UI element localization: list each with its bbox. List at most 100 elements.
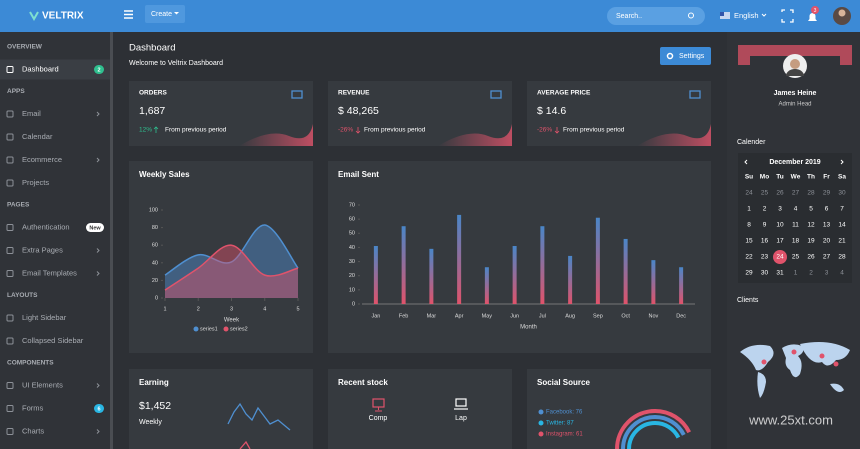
x-tick-label: 3 bbox=[230, 306, 233, 312]
badge-text: 6 bbox=[97, 406, 100, 412]
calendar-day: 4 bbox=[794, 206, 798, 213]
stat-wave bbox=[438, 124, 512, 146]
x-tick-label: Mar bbox=[427, 313, 437, 319]
calendar-day: 25 bbox=[761, 190, 769, 197]
settings-label: Settings bbox=[679, 53, 705, 60]
calendar-day: 14 bbox=[838, 222, 846, 229]
y-tick-label: 50 bbox=[349, 231, 355, 237]
legend-dot bbox=[538, 420, 544, 426]
bar bbox=[401, 226, 406, 304]
legend-dot bbox=[538, 431, 544, 437]
social-arc bbox=[627, 420, 681, 449]
menu-icon bbox=[6, 224, 14, 231]
badge-text: 2 bbox=[97, 67, 100, 73]
stat-note: From previous period bbox=[364, 127, 426, 134]
calendar-day: 13 bbox=[823, 222, 831, 229]
settings-button[interactable] bbox=[660, 47, 711, 65]
calendar-next bbox=[840, 159, 844, 165]
calendar-day: 10 bbox=[776, 222, 784, 229]
flag-canton bbox=[720, 12, 724, 16]
bell-icon[interactable] bbox=[808, 13, 817, 21]
sidebar-item: Email Templates bbox=[22, 268, 77, 277]
bar bbox=[540, 226, 545, 304]
profile-face bbox=[790, 59, 800, 69]
scrollbar bbox=[110, 32, 113, 449]
page-subtitle: Welcome to Veltrix Dashboard bbox=[129, 60, 223, 67]
x-axis-label: Week bbox=[224, 318, 240, 324]
calendar-day: 30 bbox=[761, 270, 769, 277]
calendar-day: 1 bbox=[747, 206, 751, 213]
stat-value: $ 48,265 bbox=[338, 105, 379, 117]
menu-icon bbox=[6, 382, 14, 389]
watermark: www.25xt.com bbox=[748, 412, 833, 427]
submenu-arrow bbox=[96, 271, 100, 276]
sparkline bbox=[239, 440, 251, 449]
stat-label: ORDERS bbox=[139, 90, 167, 97]
create-button[interactable] bbox=[145, 5, 185, 23]
submenu-arrow bbox=[96, 157, 100, 163]
y-tick-label: 10 bbox=[349, 287, 355, 293]
card-title: Recent stock bbox=[338, 378, 388, 387]
stat-change: 12% bbox=[139, 127, 152, 134]
stock-label: Lap bbox=[455, 415, 467, 422]
calendar-day: 7 bbox=[840, 206, 844, 213]
stat-label: REVENUE bbox=[338, 90, 370, 97]
card bbox=[129, 369, 313, 449]
x-tick-label: Apr bbox=[455, 313, 464, 319]
calendar-day: 26 bbox=[807, 254, 815, 261]
x-tick-label: 2 bbox=[197, 306, 200, 312]
x-tick-label: Aug bbox=[565, 313, 575, 319]
sidebar-item: Extra Pages bbox=[22, 245, 63, 254]
menu-icon bbox=[6, 247, 14, 254]
bar bbox=[373, 246, 378, 304]
menu-icon bbox=[6, 66, 14, 73]
sparkline bbox=[227, 402, 291, 431]
calendar-day: 3 bbox=[778, 206, 782, 213]
panel-title: Clients bbox=[737, 297, 759, 304]
calendar-day: 11 bbox=[792, 222, 799, 229]
x-tick-label: 1 bbox=[163, 306, 166, 312]
y-tick-label: 40 bbox=[152, 260, 158, 266]
calendar-day: 6 bbox=[825, 206, 829, 213]
sidebar-item: UI Elements bbox=[22, 380, 63, 389]
stat-icon bbox=[291, 90, 303, 99]
fullscreen-icon[interactable] bbox=[781, 9, 794, 23]
x-tick-label: Jul bbox=[539, 313, 546, 319]
stat-note: From previous period bbox=[563, 127, 625, 134]
y-tick-label: 80 bbox=[152, 225, 158, 231]
map-markers bbox=[761, 349, 839, 367]
chart-title: Email Sent bbox=[338, 170, 379, 179]
bar bbox=[429, 248, 434, 304]
menu-toggle[interactable] bbox=[124, 10, 133, 19]
x-tick-label: Jun bbox=[510, 313, 519, 319]
legend-label: series1 bbox=[200, 326, 218, 332]
badge bbox=[94, 65, 104, 74]
line bbox=[164, 224, 299, 276]
search-placeholder: Search.. bbox=[616, 13, 642, 20]
weekday: Th bbox=[807, 174, 815, 181]
page-title: Dashboard bbox=[129, 43, 175, 54]
sidebar-item: Forms bbox=[22, 403, 43, 412]
y-tick-label: 30 bbox=[349, 259, 355, 265]
calendar-day: 21 bbox=[838, 238, 846, 245]
legend-dot bbox=[538, 409, 544, 415]
menu-icon bbox=[6, 156, 14, 164]
y-tick-label: 40 bbox=[349, 245, 355, 251]
menu-icon bbox=[6, 179, 14, 187]
calendar-day: 30 bbox=[838, 190, 846, 197]
submenu-arrow bbox=[96, 248, 100, 253]
stock-label: Comp bbox=[369, 415, 388, 422]
sidebar-item: Charts bbox=[22, 426, 44, 435]
calendar-day: 4 bbox=[840, 270, 844, 277]
social-arc bbox=[621, 414, 686, 449]
calendar-day: 29 bbox=[745, 270, 753, 277]
calendar-day: 23 bbox=[761, 254, 769, 261]
logo: VELTRIX bbox=[42, 11, 84, 22]
calendar-day: 17 bbox=[776, 238, 784, 245]
menu-icon bbox=[6, 428, 14, 435]
sidebar-item: Collapsed Sidebar bbox=[22, 336, 84, 345]
search-box[interactable] bbox=[607, 7, 705, 25]
social-label: Facebook: 76 bbox=[546, 410, 583, 416]
area bbox=[165, 245, 298, 298]
